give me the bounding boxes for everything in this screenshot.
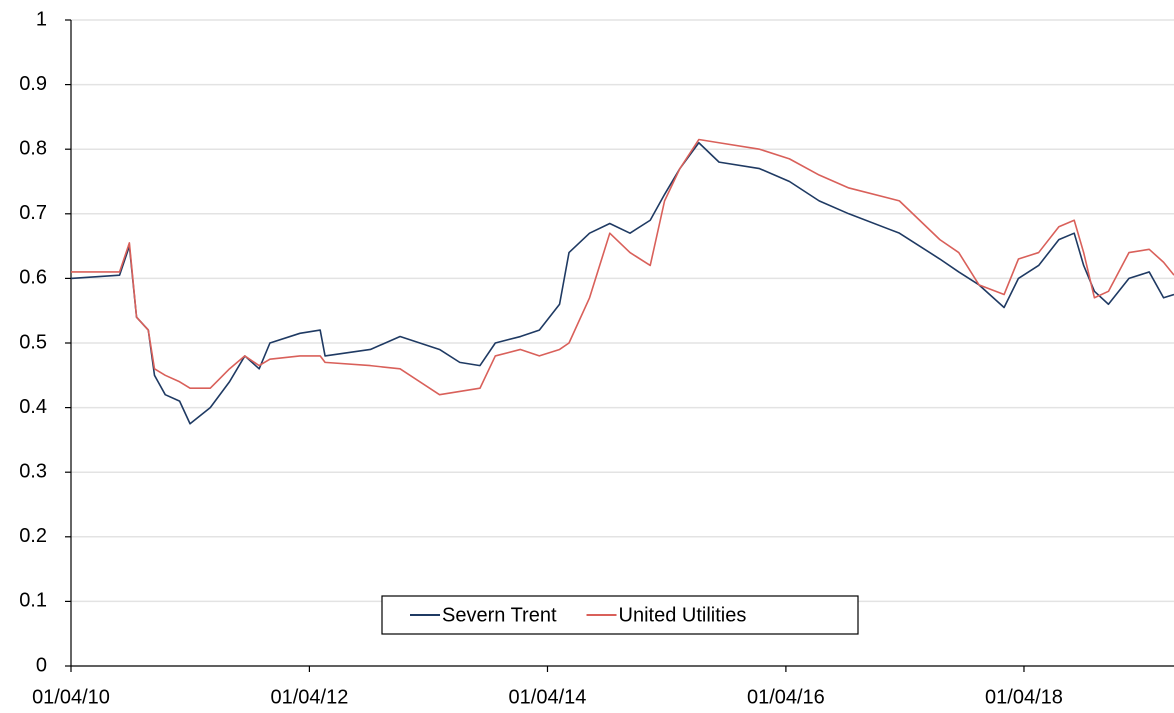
legend: Severn Trent United Utilities <box>381 595 859 635</box>
y-tick-label: 0.9 <box>19 73 47 95</box>
legend-label: Severn Trent <box>442 604 557 626</box>
legend-box <box>381 595 859 635</box>
legend-label: United Utilities <box>619 604 747 626</box>
y-tick-label: 0.7 <box>19 202 47 224</box>
y-tick-label: 0 <box>36 654 47 676</box>
series-line <box>70 141 1174 425</box>
x-tick-label: 01/04/10 <box>32 686 110 708</box>
y-tick-label: 0.4 <box>19 396 47 418</box>
y-tick-label: 0.1 <box>19 590 47 612</box>
y-tick-label: 1 <box>36 8 47 30</box>
x-tick-label: 01/04/16 <box>747 686 825 708</box>
series-line <box>71 138 1174 396</box>
y-tick-label: 0.3 <box>19 460 47 482</box>
x-tick-label: 01/04/14 <box>509 686 587 708</box>
x-tick-label: 01/04/12 <box>270 686 348 708</box>
y-tick-label: 0.8 <box>19 137 47 159</box>
y-tick-label: 0.2 <box>19 525 47 547</box>
y-tick-label: 0.5 <box>19 331 47 353</box>
y-tick-label: 0.6 <box>19 267 47 289</box>
x-tick-label: 01/04/18 <box>985 686 1063 708</box>
